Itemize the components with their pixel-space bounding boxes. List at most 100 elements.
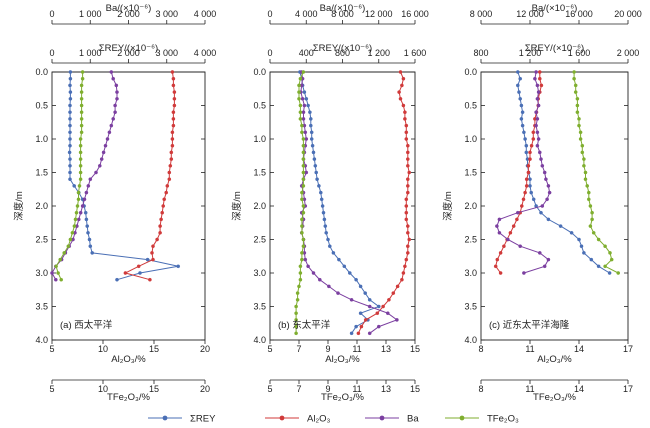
rey-tick-label: 2 000 <box>617 48 640 58</box>
data-point-ba <box>536 90 541 94</box>
al-tick-label: 11 <box>352 344 361 354</box>
al-tick-label: 8 <box>478 344 483 354</box>
y-tick-label: 2.0 <box>464 201 477 211</box>
data-point-tfe <box>79 90 84 94</box>
y-tick-label: 2.5 <box>464 235 477 245</box>
data-point-rey <box>68 83 72 88</box>
data-point-rey <box>312 157 317 161</box>
y-tick-label: 0.5 <box>35 101 48 111</box>
data-point-al <box>375 311 380 316</box>
data-point-tfe <box>580 143 585 148</box>
data-point-tfe <box>59 277 64 282</box>
data-point-al <box>521 197 526 202</box>
data-point-rey <box>304 97 309 101</box>
ba-tick-label: 16 000 <box>401 9 429 19</box>
al-tick-label: 11 <box>525 344 534 354</box>
data-point-rey <box>589 257 594 262</box>
series-line-ba <box>496 71 551 274</box>
data-point-rey <box>519 103 524 108</box>
data-point-al <box>169 157 174 161</box>
data-point-tfe <box>300 197 304 202</box>
y-tick-label: 1.0 <box>464 134 477 144</box>
data-point-rey <box>314 170 319 175</box>
rey-tick-label: 1 600 <box>404 48 427 58</box>
data-point-tfe <box>300 190 304 195</box>
data-point-ba <box>367 304 372 309</box>
data-point-tfe <box>79 110 84 114</box>
data-point-tfe <box>294 324 298 329</box>
legend-item-rey: ΣREY <box>148 414 216 425</box>
data-point-tfe <box>573 83 578 88</box>
data-point-rey <box>68 177 72 181</box>
ba-tick-label: 12 000 <box>516 9 544 19</box>
tfe-tick-label: 14 <box>574 384 584 394</box>
data-point-al <box>498 251 503 255</box>
y-tick-label: 2.0 <box>35 201 48 211</box>
series-al <box>356 70 412 336</box>
data-point-ba <box>113 110 117 114</box>
data-point-tfe <box>70 230 75 235</box>
data-point-tfe <box>75 204 80 208</box>
data-point-rey <box>68 103 72 108</box>
data-point-tfe <box>79 103 84 108</box>
data-point-tfe <box>591 230 596 235</box>
data-point-al <box>508 230 513 235</box>
data-point-ba <box>540 204 545 208</box>
data-point-rey <box>145 257 150 262</box>
y-tick-label: 1.5 <box>253 168 266 178</box>
data-point-tfe <box>575 110 580 114</box>
data-point-ba <box>535 130 540 135</box>
data-point-tfe <box>608 251 612 255</box>
data-point-ba <box>542 264 547 269</box>
legend-label: Ba <box>407 414 419 425</box>
data-point-al <box>403 264 407 269</box>
data-point-rey <box>520 123 525 128</box>
panel-title: (b) 东太平洋 <box>278 319 331 331</box>
data-point-tfe <box>300 230 304 235</box>
data-point-tfe <box>301 237 306 242</box>
series-ba <box>50 70 119 282</box>
tfe-tick-label: 11 <box>352 384 361 394</box>
data-point-al <box>160 210 164 215</box>
data-point-tfe <box>79 123 84 128</box>
data-point-al <box>170 143 175 148</box>
tfe-tick-label: 15 <box>149 384 159 394</box>
rey-tick-label: 800 <box>335 48 350 58</box>
panel-1: 0.0 0.5 1.0 1.5 2.0 2.5 3.0 3.5 4.0 深度/m 0 1 000 2 0… <box>13 3 216 403</box>
data-point-al <box>167 177 172 181</box>
data-point-ba <box>103 143 108 148</box>
plot-frame <box>480 71 629 341</box>
data-point-ba <box>101 150 106 155</box>
data-point-tfe <box>301 170 306 175</box>
data-point-tfe <box>616 271 621 275</box>
data-point-tfe <box>297 90 301 94</box>
data-point-tfe <box>609 257 614 262</box>
data-point-al <box>539 83 544 88</box>
data-point-rey <box>516 83 520 88</box>
data-point-tfe <box>301 143 306 148</box>
ba-tick-label: 8 000 <box>331 9 354 19</box>
data-point-tfe <box>301 150 306 155</box>
data-point-tfe <box>73 217 78 222</box>
data-point-ba <box>303 257 308 262</box>
data-point-rey <box>320 204 325 208</box>
data-point-ba <box>538 150 542 155</box>
data-point-ba <box>545 197 549 202</box>
y-tick-label: 4.0 <box>35 335 48 345</box>
data-point-tfe <box>300 217 304 222</box>
data-point-rey <box>309 137 314 141</box>
legend-marker <box>162 415 168 421</box>
data-point-rey <box>354 277 358 282</box>
plot-frame <box>269 71 416 341</box>
data-point-ba <box>301 117 306 121</box>
data-point-rey <box>342 264 347 269</box>
data-point-al <box>524 184 529 188</box>
data-point-tfe <box>297 97 301 101</box>
al-tick-label: 15 <box>149 344 159 354</box>
ba-tick-label: 4 000 <box>295 9 318 19</box>
data-point-tfe <box>301 177 306 181</box>
data-point-tfe <box>298 117 303 121</box>
data-point-al <box>405 177 410 181</box>
data-point-tfe <box>301 137 306 141</box>
data-point-al <box>400 277 404 282</box>
